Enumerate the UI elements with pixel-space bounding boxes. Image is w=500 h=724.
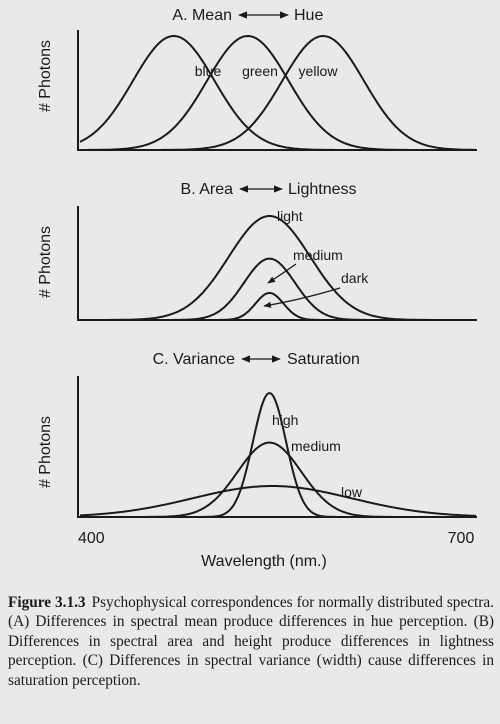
label-yellow: yellow bbox=[299, 63, 339, 79]
panel-c-ylabel: # Photons bbox=[37, 416, 54, 488]
arrow-medium bbox=[267, 263, 297, 284]
x-axis-label: Wavelength (nm.) bbox=[201, 553, 327, 570]
x-tick-700: 700 bbox=[448, 530, 475, 547]
label-medium-variance: medium bbox=[291, 438, 341, 454]
curve-green bbox=[80, 34, 476, 151]
panel-b-title-left: B. Area bbox=[181, 181, 234, 198]
panel-a-title-right: Hue bbox=[294, 7, 323, 24]
label-light: light bbox=[277, 208, 303, 224]
spectra-chart: A. Mean Hue # Photons blue green yellow … bbox=[37, 7, 477, 570]
label-high: high bbox=[272, 412, 298, 428]
label-low: low bbox=[341, 484, 363, 500]
panel-c-title-left: C. Variance bbox=[153, 351, 236, 368]
panel-c-axes bbox=[77, 376, 477, 518]
x-tick-400: 400 bbox=[78, 530, 105, 547]
panel-a-ylabel: # Photons bbox=[37, 40, 54, 112]
panel-a: A. Mean Hue # Photons blue green yellow bbox=[37, 7, 477, 151]
curve-dark bbox=[80, 292, 476, 321]
curve-light bbox=[80, 215, 476, 321]
label-green: green bbox=[242, 63, 278, 79]
curve-low bbox=[79, 485, 477, 517]
figure-caption: Figure 3.1.3 Psychophysical correspondenc… bbox=[8, 593, 494, 690]
label-blue: blue bbox=[195, 63, 222, 79]
curve-medium-area bbox=[80, 257, 476, 321]
panel-b-title-right: Lightness bbox=[288, 181, 357, 198]
panel-c-title-right: Saturation bbox=[287, 351, 360, 368]
label-medium-area: medium bbox=[293, 247, 343, 263]
curve-medium-variance bbox=[80, 441, 476, 518]
panel-a-title-left: A. Mean bbox=[172, 7, 232, 24]
label-dark: dark bbox=[341, 270, 369, 286]
caption-text: Psychophysical correspondences for norma… bbox=[8, 594, 494, 689]
arrow-dark bbox=[263, 287, 341, 308]
panel-b-ylabel: # Photons bbox=[37, 226, 54, 298]
curve-yellow bbox=[80, 34, 476, 151]
panel-c: C. Variance Saturation # Photons high me… bbox=[37, 351, 477, 518]
panel-b: B. Area Lightness # Photons light medium… bbox=[37, 181, 477, 321]
caption-label: Figure 3.1.3 bbox=[8, 594, 86, 611]
curve-blue bbox=[79, 35, 476, 151]
